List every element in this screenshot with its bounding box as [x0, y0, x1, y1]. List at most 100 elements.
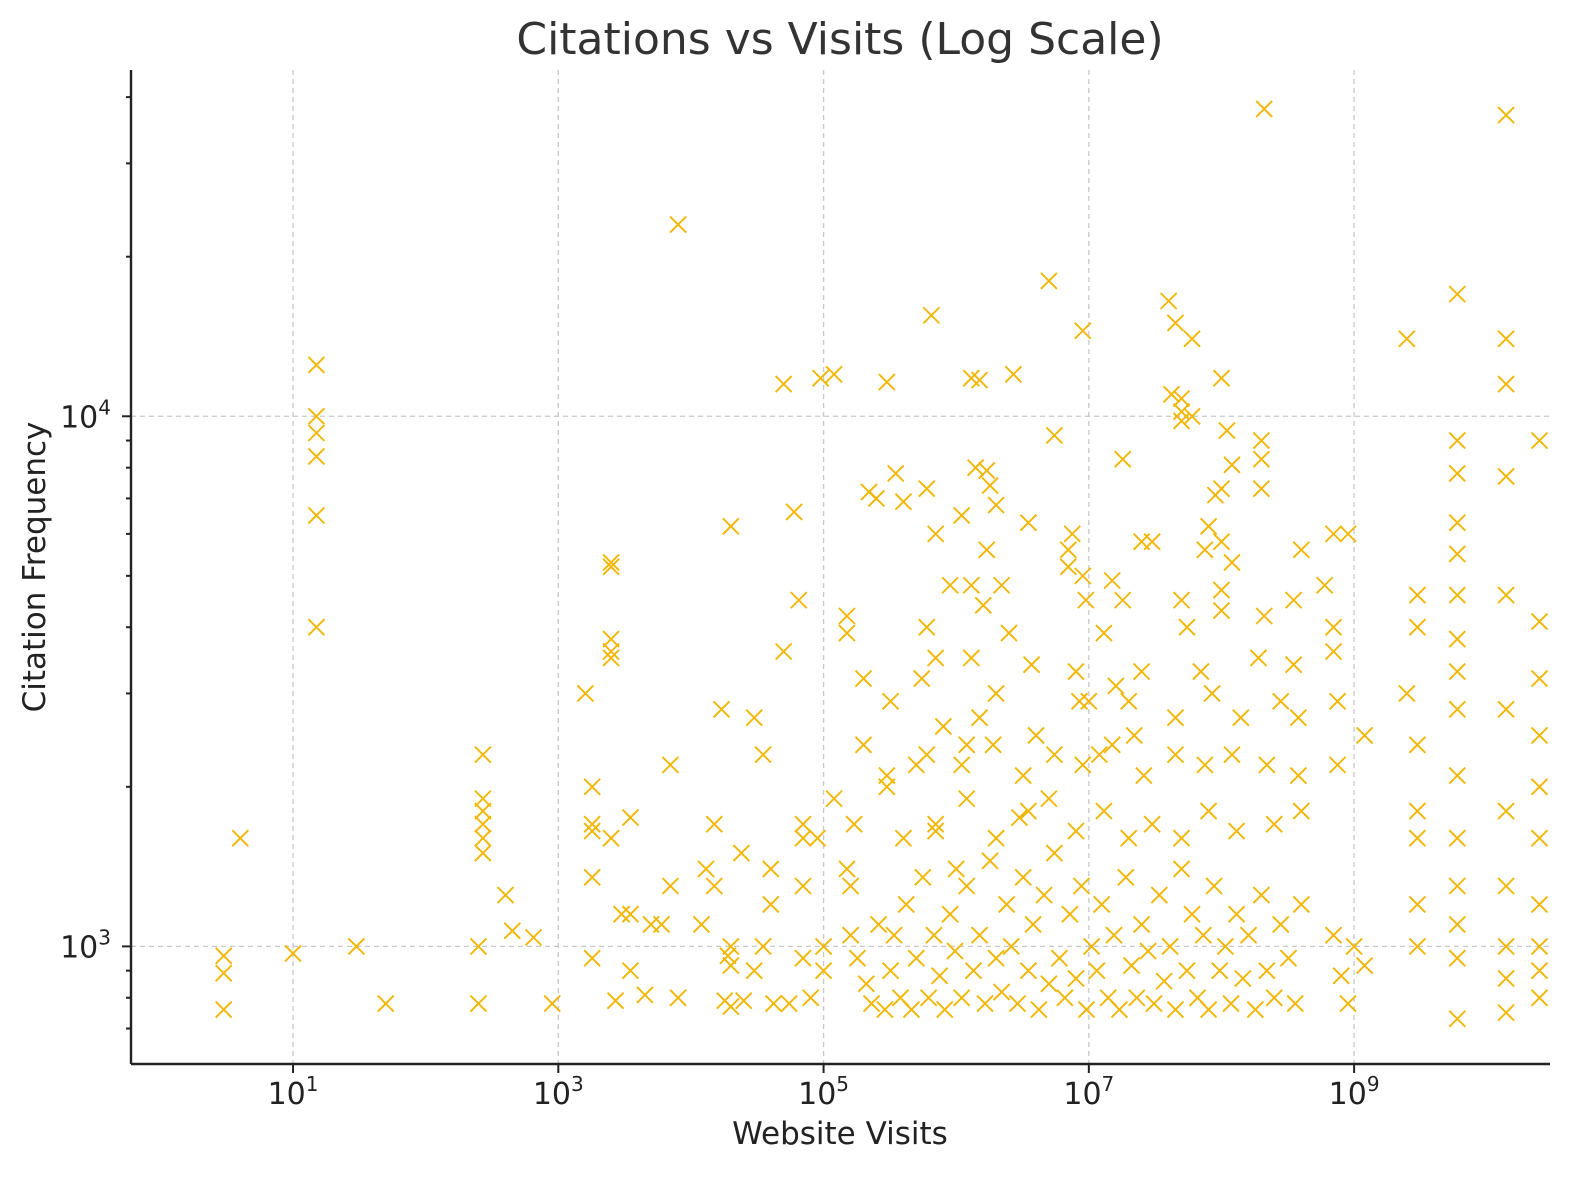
data-point-98 — [894, 493, 913, 511]
data-point-132 — [1045, 426, 1064, 445]
data-point-16 — [474, 789, 492, 808]
data-point-334 — [1120, 829, 1138, 847]
data-point-41 — [621, 961, 640, 980]
data-point-308 — [1211, 961, 1229, 980]
data-point-25 — [576, 684, 595, 703]
data-point-313 — [1239, 926, 1258, 944]
data-point-40 — [621, 808, 640, 827]
data-point-126 — [1004, 365, 1023, 383]
data-point-106 — [926, 525, 945, 543]
data-point-127 — [1019, 802, 1038, 820]
data-point-292 — [1122, 956, 1141, 975]
data-point-174 — [1218, 421, 1236, 440]
data-point-290 — [1110, 1000, 1129, 1019]
data-point-157 — [1172, 389, 1191, 408]
data-point-7 — [307, 424, 326, 442]
data-point-211 — [1448, 586, 1466, 604]
data-point-282 — [1067, 969, 1085, 988]
data-point-270 — [1002, 937, 1020, 956]
data-point-220 — [1448, 1010, 1466, 1028]
x-tick-label-0: 101 — [268, 1072, 319, 1112]
data-point-44 — [652, 915, 671, 934]
data-point-67 — [762, 895, 780, 914]
data-point-293 — [1128, 989, 1146, 1007]
data-point-226 — [1497, 700, 1515, 719]
data-point-133 — [1059, 541, 1077, 559]
data-point-317 — [1265, 989, 1283, 1007]
data-point-285 — [1082, 937, 1101, 956]
data-point-163 — [1183, 407, 1201, 425]
data-point-223 — [1497, 375, 1515, 393]
data-point-66 — [762, 860, 780, 878]
data-point-219 — [1448, 949, 1466, 967]
data-point-105 — [926, 822, 945, 840]
data-point-152 — [1143, 533, 1161, 551]
data-point-23 — [524, 928, 543, 947]
data-point-255 — [919, 989, 938, 1007]
data-point-154 — [1162, 385, 1181, 404]
data-point-32 — [602, 558, 620, 576]
data-point-272 — [1014, 868, 1032, 886]
data-point-130 — [1027, 726, 1045, 745]
data-point-28 — [583, 822, 601, 840]
data-point-344 — [984, 736, 1002, 754]
data-point-189 — [1315, 576, 1334, 594]
data-point-201 — [1408, 736, 1427, 754]
data-point-180 — [1252, 450, 1271, 468]
data-point-84 — [825, 789, 843, 808]
data-point-312 — [1234, 969, 1252, 988]
data-point-143 — [1095, 624, 1113, 642]
data-point-236 — [1530, 778, 1549, 796]
data-point-352 — [1223, 745, 1241, 764]
data-point-300 — [1166, 1000, 1185, 1019]
data-point-212 — [1448, 630, 1466, 648]
data-point-173 — [1212, 601, 1231, 620]
data-point-148 — [1120, 692, 1138, 710]
data-point-73 — [790, 591, 808, 609]
data-point-49 — [692, 915, 711, 934]
data-point-46 — [661, 877, 680, 895]
data-point-221 — [1497, 106, 1515, 124]
data-point-229 — [1497, 937, 1515, 956]
data-point-203 — [1408, 829, 1427, 847]
data-point-354 — [1289, 766, 1308, 785]
data-point-2 — [215, 1000, 233, 1019]
data-point-281 — [1061, 905, 1079, 923]
data-point-218 — [1448, 915, 1466, 934]
data-point-217 — [1448, 877, 1466, 895]
y-tick-label-0: 103 — [60, 925, 111, 965]
data-point-172 — [1212, 581, 1231, 599]
data-point-166 — [1199, 517, 1218, 536]
data-point-38 — [612, 905, 631, 923]
data-point-286 — [1088, 961, 1106, 980]
data-point-277 — [1040, 975, 1058, 993]
data-point-141 — [1080, 692, 1098, 710]
data-point-37 — [606, 991, 625, 1010]
data-point-19 — [474, 829, 492, 847]
data-point-284 — [1077, 1000, 1096, 1019]
data-point-77 — [794, 949, 812, 967]
data-point-347 — [1074, 756, 1092, 774]
data-point-102 — [918, 618, 936, 636]
y-tick-label-1: 104 — [60, 395, 111, 435]
data-point-115 — [966, 458, 985, 477]
data-point-319 — [1279, 949, 1298, 967]
data-point-149 — [1125, 726, 1143, 745]
data-point-208 — [1448, 464, 1466, 483]
data-point-287 — [1093, 895, 1111, 914]
data-point-194 — [1339, 525, 1357, 543]
data-point-139 — [1074, 567, 1092, 585]
data-point-298 — [1155, 972, 1173, 990]
data-point-186 — [1284, 655, 1303, 674]
data-point-51 — [705, 815, 723, 833]
data-point-182 — [1255, 607, 1273, 625]
data-point-231 — [1497, 1003, 1515, 1022]
data-point-346 — [1045, 745, 1064, 764]
data-point-230 — [1497, 969, 1515, 988]
data-point-104 — [926, 649, 945, 667]
data-point-243 — [848, 949, 867, 967]
data-point-85 — [838, 607, 856, 625]
data-point-110 — [953, 506, 971, 525]
data-point-339 — [1265, 815, 1283, 833]
data-point-34 — [602, 642, 620, 661]
